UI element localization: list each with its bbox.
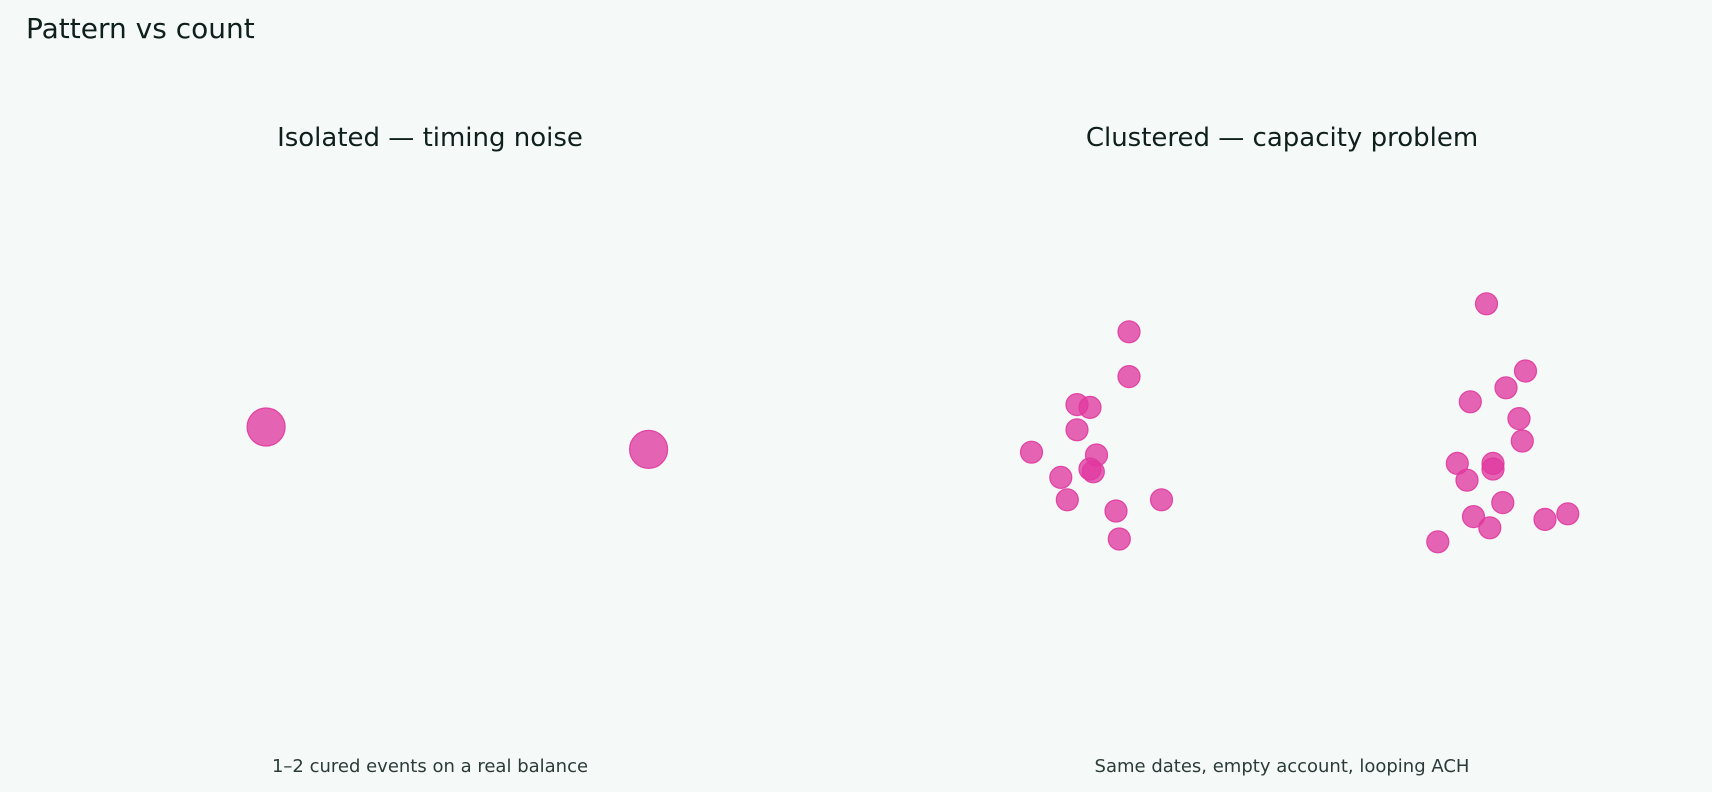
data-point	[1117, 320, 1141, 344]
data-point	[1104, 499, 1128, 523]
data-point	[1049, 465, 1073, 489]
data-point	[1081, 460, 1105, 484]
data-point	[1065, 418, 1089, 442]
data-point	[1107, 527, 1131, 551]
points-isolated	[246, 407, 669, 469]
chart-title: Pattern vs count	[26, 12, 255, 45]
data-point	[628, 429, 669, 469]
data-point	[1491, 491, 1515, 515]
data-point	[1458, 390, 1482, 414]
data-point	[1078, 395, 1102, 419]
data-point	[1556, 502, 1580, 526]
data-point	[1481, 457, 1505, 481]
data-point	[1533, 507, 1557, 532]
panel-caption-isolated: 1–2 cured events on a real balance	[272, 756, 588, 777]
data-point	[1149, 488, 1174, 512]
panel-title-clustered: Clustered — capacity problem	[1086, 123, 1478, 153]
data-point	[246, 407, 286, 447]
data-point	[1055, 488, 1079, 512]
data-point	[1513, 359, 1538, 383]
panel-title-isolated: Isolated — timing noise	[277, 123, 583, 153]
points-clustered	[1019, 292, 1580, 554]
data-point	[1510, 429, 1534, 453]
panel-caption-clustered: Same dates, empty account, looping ACH	[1095, 756, 1470, 777]
data-point	[1507, 407, 1531, 431]
panel-clustered: Clustered — capacity problem Same dates,…	[1019, 123, 1580, 777]
data-point	[1117, 365, 1141, 389]
data-point	[1461, 504, 1486, 529]
data-point	[1019, 440, 1044, 464]
panel-isolated: Isolated — timing noise 1–2 cured events…	[246, 123, 669, 777]
data-point	[1494, 376, 1518, 400]
data-point	[1426, 530, 1450, 554]
data-point	[1474, 292, 1499, 316]
data-point	[1455, 468, 1479, 492]
data-point	[1478, 516, 1502, 540]
